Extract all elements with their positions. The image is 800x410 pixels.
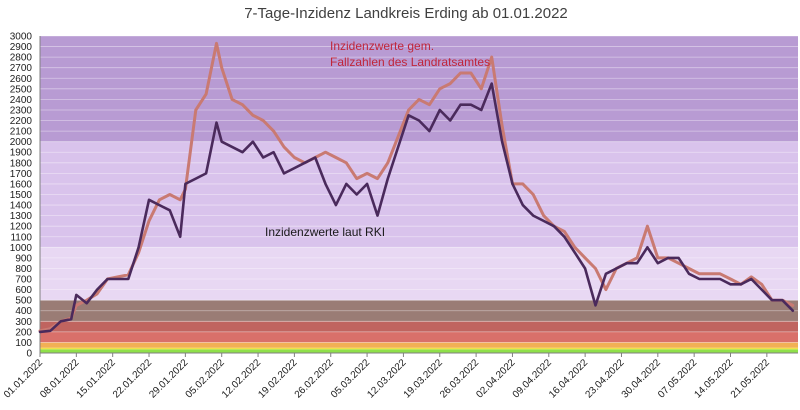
- band-7: [40, 141, 798, 248]
- y-tick-label: 1800: [10, 158, 33, 169]
- y-tick-label: 2400: [10, 95, 33, 106]
- band-0: [40, 349, 798, 353]
- series-lines: [38, 41, 795, 334]
- y-tick-label: 2600: [10, 74, 33, 85]
- y-tick-label: 800: [15, 264, 32, 275]
- y-tick-label: 2800: [10, 53, 33, 64]
- y-tick-label: 1300: [10, 211, 33, 222]
- y-tick-label: 500: [15, 296, 32, 307]
- annotation-rki: Inzidenzwerte laut RKI: [265, 225, 385, 239]
- y-tick-label: 1400: [10, 201, 33, 212]
- series-line-rki: [38, 82, 795, 334]
- chart-title: 7-Tage-Inzidenz Landkreis Erding ab 01.0…: [244, 5, 568, 22]
- y-tick-label: 2700: [10, 63, 33, 74]
- band-2: [40, 342, 798, 348]
- y-tick-label: 700: [15, 275, 32, 286]
- y-tick-label: 3000: [10, 32, 33, 43]
- band-4: [40, 321, 798, 332]
- x-tick-label: 21.05.2022: [729, 357, 772, 400]
- y-tick-label: 600: [15, 285, 32, 296]
- y-tick-label: 2300: [10, 105, 33, 116]
- y-tick-label: 0: [26, 349, 32, 360]
- y-tick-label: 2200: [10, 116, 33, 127]
- annotations: Inzidenzwerte gem. Fallzahlen des Landra…: [265, 39, 490, 239]
- y-tick-label: 100: [15, 338, 32, 349]
- annotation-lra-line1: Inzidenzwerte gem.: [330, 39, 434, 53]
- band-1: [40, 347, 798, 350]
- y-tick-label: 2900: [10, 42, 33, 53]
- band-5: [40, 300, 798, 322]
- y-tick-label: 1700: [10, 169, 33, 180]
- y-tick-label: 200: [15, 327, 32, 338]
- y-tick-label: 2000: [10, 137, 33, 148]
- y-tick-label: 400: [15, 306, 32, 317]
- y-tick-label: 1600: [10, 179, 33, 190]
- series-line-landratsamt: [38, 41, 795, 333]
- y-tick-label: 1100: [10, 232, 32, 243]
- band-3: [40, 331, 798, 343]
- y-tick-label: 2100: [10, 127, 33, 138]
- risk-bands: [40, 36, 798, 353]
- band-6: [40, 247, 798, 301]
- y-axis: 0100200300400500600700800900100011001200…: [10, 32, 41, 360]
- annotation-lra-line2: Fallzahlen des Landratsamtes: [330, 55, 490, 69]
- y-tick-label: 300: [15, 317, 32, 328]
- y-tick-label: 1200: [10, 222, 33, 233]
- y-tick-label: 1000: [10, 243, 33, 254]
- y-tick-label: 1500: [10, 190, 33, 201]
- y-tick-label: 900: [15, 253, 32, 264]
- y-tick-label: 2500: [10, 84, 33, 95]
- x-axis: 01.01.202208.01.202215.01.202222.01.2022…: [2, 352, 798, 401]
- band-8: [40, 36, 798, 142]
- y-tick-label: 1900: [10, 148, 33, 159]
